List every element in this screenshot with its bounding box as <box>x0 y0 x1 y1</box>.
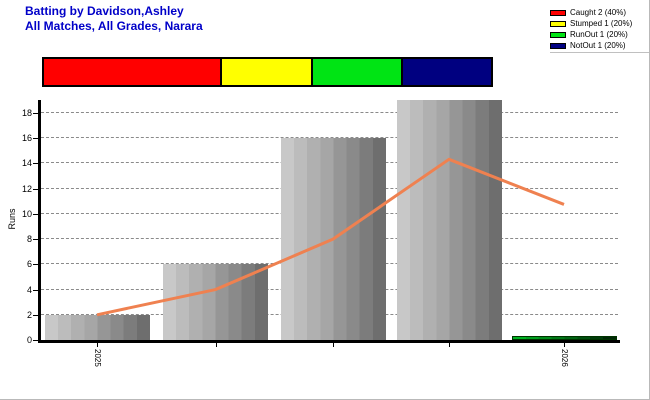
y-tick <box>33 138 38 140</box>
y-tick-label: 0 <box>26 335 32 345</box>
y-tick <box>33 163 38 165</box>
report-title-block: Batting by Davidson,Ashley All Matches, … <box>25 4 203 34</box>
dismissal-segment-notout <box>402 59 492 85</box>
y-tick-label: 12 <box>21 183 32 194</box>
y-tick <box>33 239 38 241</box>
y-tick <box>33 264 38 266</box>
y-tick <box>33 113 38 115</box>
legend-color-swatch <box>550 20 566 27</box>
legend-label: Caught 2 (40%) <box>570 8 627 17</box>
legend-item: Caught 2 (40%) <box>550 7 649 18</box>
dismissal-segment-stumped <box>222 59 313 85</box>
runs-bar <box>396 100 502 340</box>
y-tick-label: 2 <box>26 309 32 320</box>
y-tick-label: 10 <box>21 208 32 219</box>
gridline <box>41 112 618 114</box>
x-tick-label: 2026 <box>560 349 569 367</box>
x-axis <box>38 340 620 343</box>
y-tick-label: 18 <box>21 108 32 119</box>
runs-bar <box>511 336 617 340</box>
report-subtitle: All Matches, All Grades, Narara <box>25 19 203 33</box>
x-tick <box>333 343 334 347</box>
y-tick <box>33 314 38 316</box>
gridline <box>41 137 618 139</box>
x-tick-label: 2025 <box>93 349 102 367</box>
legend-label: Stumped 1 (20%) <box>570 19 633 28</box>
y-axis <box>38 100 41 343</box>
legend-item: RunOut 1 (20%) <box>550 29 649 40</box>
legend-color-swatch <box>550 42 566 49</box>
y-axis-title: Runs <box>7 208 17 230</box>
x-tick <box>215 343 217 347</box>
legend: Caught 2 (40%) Stumped 1 (20%) RunOut 1 (2… <box>550 0 649 53</box>
dismissal-segment-caught <box>44 59 223 85</box>
runs-bar <box>44 315 150 340</box>
y-tick-label: 6 <box>26 259 32 270</box>
y-tick-label: 16 <box>21 133 32 144</box>
x-tick <box>97 343 98 347</box>
legend-color-swatch <box>550 9 566 16</box>
legend-item: NotOut 1 (20%) <box>550 40 649 51</box>
legend-label: NotOut 1 (20%) <box>570 41 626 50</box>
runs-bar <box>163 264 268 340</box>
dismissal-segment-runout <box>312 59 403 85</box>
y-tick <box>33 213 38 215</box>
runs-bar <box>280 138 386 340</box>
legend-item: Stumped 1 (20%) <box>550 18 649 29</box>
y-tick-label: 8 <box>26 234 32 245</box>
y-tick-label: 4 <box>26 284 32 295</box>
x-tick <box>449 343 450 347</box>
report-title: Batting by Davidson,Ashley <box>25 4 184 18</box>
y-tick <box>33 340 38 341</box>
y-tick <box>33 188 38 190</box>
legend-color-swatch <box>550 31 566 38</box>
x-tick <box>564 343 565 347</box>
y-tick-label: 14 <box>21 158 32 169</box>
y-tick <box>33 289 38 291</box>
legend-label: RunOut 1 (20%) <box>570 30 628 39</box>
dismissal-percentage-bar <box>42 57 493 87</box>
